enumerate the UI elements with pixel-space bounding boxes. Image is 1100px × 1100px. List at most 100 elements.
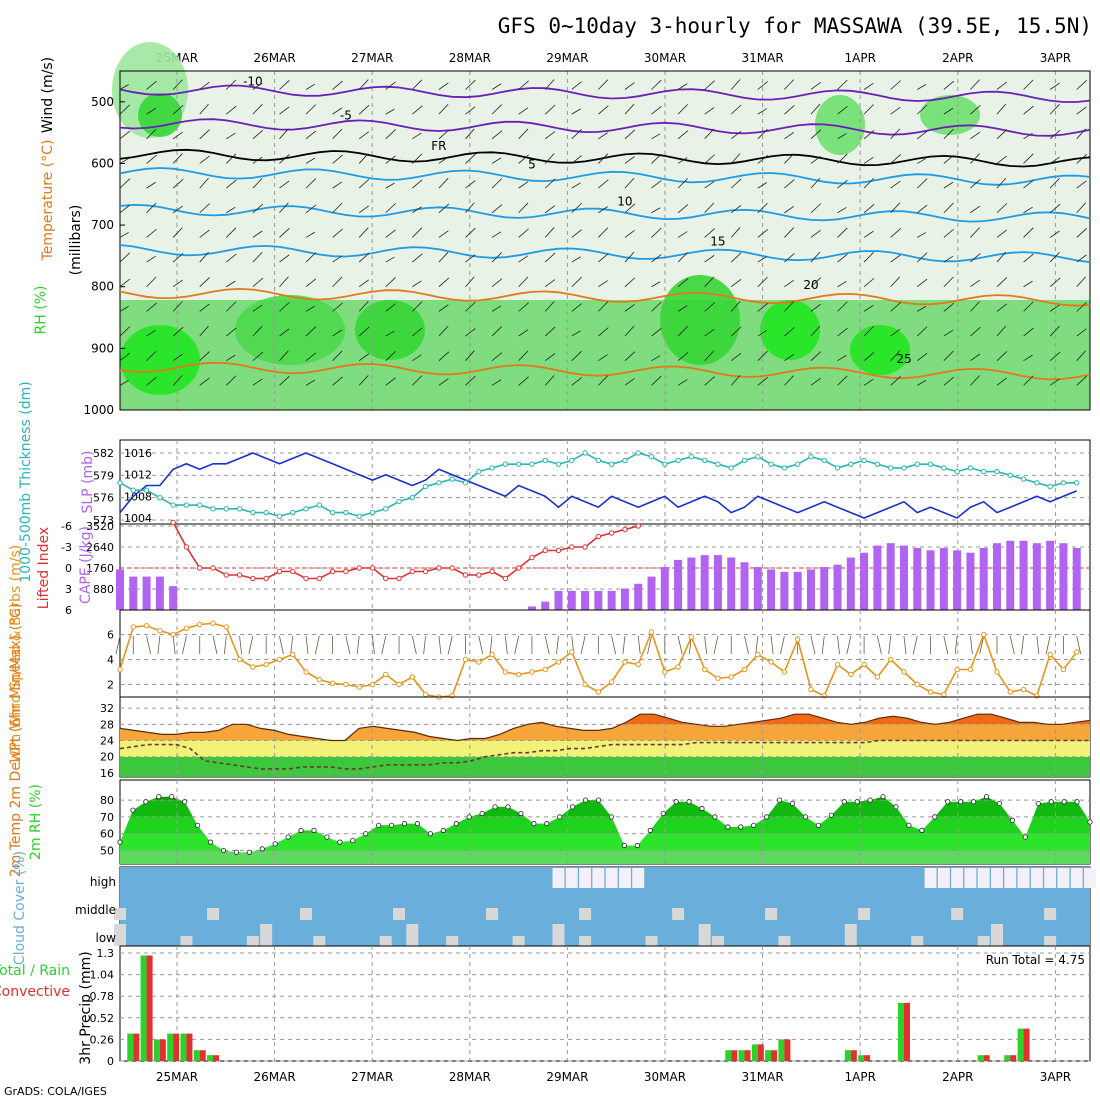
- rh-point: [544, 821, 550, 827]
- wind-barb: [544, 178, 556, 189]
- wind-barb: [226, 301, 237, 312]
- lifted-index-line-point: [542, 547, 548, 554]
- date-label-top: 2APR: [942, 51, 973, 65]
- wind-barb: [598, 253, 609, 263]
- wind-barb: [970, 178, 981, 189]
- cloud-row-label: high: [90, 875, 116, 889]
- rh-shade-blob: [138, 93, 182, 137]
- wind-barb: [385, 229, 396, 238]
- wind-barb: [119, 204, 131, 214]
- rh-point: [958, 799, 964, 805]
- wind-barb: [358, 353, 370, 362]
- wind-barb: [837, 327, 848, 337]
- cape-bar: [846, 557, 855, 610]
- wind-barb: [730, 301, 741, 312]
- thickness-line-point: [662, 461, 668, 467]
- wind-barb: [119, 326, 131, 337]
- wind-barb: [491, 278, 503, 288]
- isotherm-line: [119, 167, 1091, 186]
- wind-barb-10m: [637, 635, 641, 655]
- wind-barb: [890, 276, 901, 287]
- wind-barb: [279, 276, 289, 287]
- cloud-high-cell: [632, 868, 645, 888]
- wind-speed-line-point: [157, 628, 163, 634]
- cloud-high-cell: [990, 868, 1003, 888]
- wind-barb: [810, 251, 821, 263]
- date-label-bottom: 1APR: [844, 1070, 875, 1084]
- lifted-index-line-point: [422, 568, 429, 575]
- cloud-middle-cell: [207, 908, 220, 920]
- wind-speed-line-point: [1020, 686, 1027, 693]
- lifted-index-line-point: [250, 575, 256, 582]
- wind-barb-10m: [478, 635, 484, 655]
- cape-bar: [780, 571, 789, 610]
- wind-barb: [651, 227, 662, 238]
- wind-barb-10m: [423, 635, 427, 655]
- thickness-line-point: [236, 506, 243, 512]
- rh-fill-band: [120, 850, 1090, 864]
- wind-barb: [1023, 227, 1034, 238]
- wind-barb: [358, 301, 369, 312]
- lifted-index-tick-label: 0: [65, 562, 72, 575]
- wind-barb: [571, 256, 581, 263]
- lifted-index-line: [172, 522, 639, 580]
- cape-bar: [740, 562, 749, 610]
- wind-barb: [438, 82, 449, 90]
- wind-barb: [784, 327, 795, 337]
- cape-bar: [594, 590, 603, 610]
- wind-barb: [279, 350, 289, 361]
- wind-barb: [518, 302, 529, 312]
- wind-barb: [784, 179, 795, 189]
- wind-barb: [1023, 253, 1034, 263]
- wind-barb-10m: [970, 635, 973, 655]
- lifted-index-line-point: [489, 568, 495, 575]
- temp-axis-label: 2m Temp 2m DewPt (6hr Min/Max) (°C): [8, 603, 24, 878]
- wind-barb: [1076, 350, 1086, 361]
- cloud-low-cell: [645, 936, 658, 946]
- wind-barb: [943, 302, 955, 312]
- wind-barb: [412, 327, 423, 337]
- wind-barb: [332, 376, 343, 386]
- lifted-index-axis-label: Lifted Index: [36, 527, 52, 609]
- precip-total-bar: [1004, 1055, 1011, 1061]
- wind-barb-10m: [622, 635, 626, 655]
- wind-barb: [412, 79, 423, 90]
- wind-barb: [917, 232, 927, 238]
- wind-barb: [996, 81, 1008, 90]
- wind-barb: [1049, 378, 1060, 386]
- cape-bar: [142, 576, 151, 610]
- wind-barb: [252, 351, 264, 361]
- rh-point: [220, 847, 227, 854]
- wind-barb: [571, 303, 582, 312]
- cape-bar: [873, 545, 882, 610]
- wind-barb: [1076, 254, 1087, 263]
- wind-barb: [996, 229, 1008, 238]
- wind-barb: [784, 375, 795, 386]
- wind-barb: [863, 156, 874, 164]
- date-label-top: 1APR: [844, 51, 875, 65]
- precip-convective-bar: [146, 955, 153, 1061]
- cape-tick-label: 3520: [86, 520, 114, 533]
- wind-barb: [1076, 375, 1087, 386]
- lifted-index-line-point: [329, 568, 336, 575]
- wind-barb: [837, 153, 848, 164]
- wind-barb: [996, 177, 1007, 189]
- lifted-index-line-point: [343, 568, 349, 575]
- wind-speed-line-point: [927, 689, 934, 695]
- wind-barb: [199, 277, 210, 288]
- wind-barb: [651, 180, 662, 189]
- wind-barb: [465, 128, 475, 140]
- precip-total-bar: [977, 1055, 984, 1061]
- wind-barb: [146, 255, 156, 263]
- wind-barb: [172, 205, 183, 214]
- temperature-axis-label: Temperature (°C): [40, 140, 56, 262]
- cloud-middle-cell: [1044, 908, 1057, 920]
- rh-point: [802, 814, 809, 820]
- wind-barb: [757, 350, 768, 361]
- thickness-line-point: [768, 461, 774, 467]
- precip-total-bar: [844, 1050, 851, 1061]
- cape-bar: [1072, 547, 1081, 610]
- wind-barb: [1049, 156, 1060, 164]
- thickness-line-point: [290, 509, 296, 516]
- wind-barb: [226, 153, 237, 164]
